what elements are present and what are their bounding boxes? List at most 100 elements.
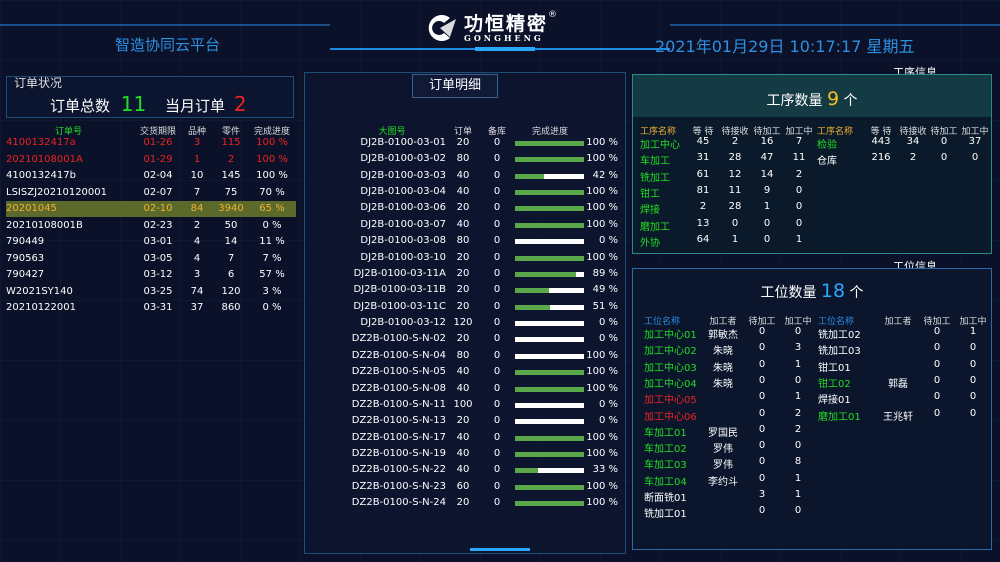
station-doing: 2 <box>794 407 802 419</box>
process-header: 工序名称 <box>817 127 854 137</box>
drawing-number: DJ2B-0100-03-01 <box>360 137 446 148</box>
progress-bar-fill <box>515 304 551 310</box>
order-kinds: 7 <box>193 186 201 198</box>
drawing-number: DZ2B-0100-S-N-24 <box>351 497 446 509</box>
station-name[interactable]: 加工中心01 <box>644 330 697 341</box>
progress-bar-fill <box>515 222 584 228</box>
stock-qty: 0 <box>493 398 501 410</box>
order-date: 03-31 <box>143 302 173 313</box>
platform-title: 智造协同云平台 <box>115 36 221 54</box>
order-kinds: 2 <box>193 219 201 231</box>
process-wait: 13 <box>696 217 710 229</box>
process-todo: 16 <box>760 136 774 147</box>
station-doing: 1 <box>794 472 802 484</box>
station-name[interactable]: 钳工01 <box>818 362 851 374</box>
process-doing: 2 <box>795 168 803 180</box>
station-name[interactable]: 加工中心02 <box>644 346 697 358</box>
process-name[interactable]: 焊接 <box>640 205 660 217</box>
process-header: 待加工 <box>753 127 781 137</box>
order-parts: 6 <box>227 269 235 280</box>
station-name[interactable]: 车加工02 <box>644 444 687 456</box>
station-name[interactable]: 断面铣01 <box>644 493 687 504</box>
station-worker: 朱晓 <box>713 378 733 390</box>
process-name[interactable]: 仓库 <box>817 156 837 168</box>
process-name[interactable]: 外协 <box>640 237 660 249</box>
drawing-number: DZ2B-0100-S-N-04 <box>351 349 446 361</box>
station-todo: 0 <box>758 440 766 452</box>
station-name[interactable]: 焊接01 <box>818 395 851 407</box>
process-doing: 0 <box>795 217 803 229</box>
station-name[interactable]: 钳工02 <box>818 378 851 390</box>
order-row[interactable] <box>6 201 296 217</box>
order-date: 02-10 <box>143 203 173 214</box>
order-id: 20201045 <box>6 203 57 214</box>
order-qty: 60 <box>456 480 470 492</box>
detail-header: 订单 <box>453 127 472 137</box>
process-header: 加工中 <box>961 127 989 137</box>
station-name[interactable]: 磨加工01 <box>818 411 861 423</box>
station-header: 加工中 <box>784 317 812 327</box>
station-name[interactable]: 车加工04 <box>644 476 687 488</box>
progress-percent: 42 % <box>592 169 618 181</box>
order-parts: 14 <box>224 236 238 247</box>
station-name[interactable]: 加工中心03 <box>644 362 697 374</box>
order-qty: 40 <box>456 218 470 230</box>
station-name[interactable]: 车加工01 <box>644 427 687 439</box>
order-parts: 50 <box>224 219 238 231</box>
process-count: 工序数量 9 个 <box>633 75 991 117</box>
progress-bar <box>515 288 584 294</box>
drawing-number: DZ2B-0100-S-N-08 <box>351 382 446 394</box>
progress-bar-fill <box>515 173 544 179</box>
progress-bar <box>515 255 584 261</box>
order-qty: 40 <box>456 382 470 394</box>
station-name[interactable]: 铣加工03 <box>818 346 861 358</box>
logo-cn: 功恒精密 <box>464 12 549 35</box>
process-todo: 9 <box>763 184 771 196</box>
progress-bar-fill <box>515 190 584 196</box>
station-name[interactable]: 铣加工02 <box>818 330 861 341</box>
process-name[interactable]: 铣加工 <box>640 172 670 184</box>
progress-percent: 100 % <box>586 137 618 148</box>
progress-percent: 0 % <box>598 317 618 329</box>
order-date: 02-07 <box>143 186 173 198</box>
process-name[interactable]: 检验 <box>817 140 837 151</box>
stock-qty: 0 <box>493 431 501 443</box>
process-recv: 11 <box>728 184 742 196</box>
order-qty: 40 <box>456 366 470 378</box>
process-name[interactable]: 磨加工 <box>640 221 670 233</box>
station-name[interactable]: 加工中心05 <box>644 395 697 407</box>
process-name[interactable]: 加工中心 <box>640 140 680 151</box>
process-wait: 61 <box>696 168 710 180</box>
station-worker: 朱晓 <box>713 346 733 358</box>
order-parts: 145 <box>221 170 241 181</box>
order-qty: 20 <box>456 333 470 345</box>
order-progress: 0 % <box>262 302 282 313</box>
order-progress: 7 % <box>262 252 282 264</box>
station-doing: 1 <box>794 391 802 403</box>
process-todo: 0 <box>940 136 948 147</box>
station-name[interactable]: 车加工03 <box>644 460 687 472</box>
station-count-value: 18 <box>820 280 846 302</box>
process-doing: 7 <box>795 136 803 147</box>
progress-percent: 100 % <box>586 366 618 378</box>
order-date: 01-26 <box>143 137 173 148</box>
order-kinds: 1 <box>193 153 201 165</box>
station-todo: 0 <box>758 391 766 403</box>
station-name[interactable]: 加工中心04 <box>644 378 697 390</box>
progress-percent: 0 % <box>598 415 618 427</box>
station-name[interactable]: 加工中心06 <box>644 411 697 423</box>
stock-qty: 0 <box>493 186 501 198</box>
order-id: 790563 <box>6 252 45 264</box>
station-todo: 0 <box>758 423 766 435</box>
order-table-header: 零件 <box>221 127 240 137</box>
progress-bar <box>515 222 584 228</box>
order-id: 20210108001A <box>6 153 83 165</box>
station-header: 加工者 <box>884 317 912 327</box>
station-count-label: 工位数量 <box>760 285 817 301</box>
process-name[interactable]: 车加工 <box>640 156 670 168</box>
order-table-header: 品种 <box>187 127 206 137</box>
drawing-number: DZ2B-0100-S-N-17 <box>351 431 446 443</box>
station-name[interactable]: 铣加工01 <box>644 509 687 521</box>
process-name[interactable]: 钳工 <box>640 188 660 200</box>
logo-en: GONGHENG <box>464 32 544 43</box>
